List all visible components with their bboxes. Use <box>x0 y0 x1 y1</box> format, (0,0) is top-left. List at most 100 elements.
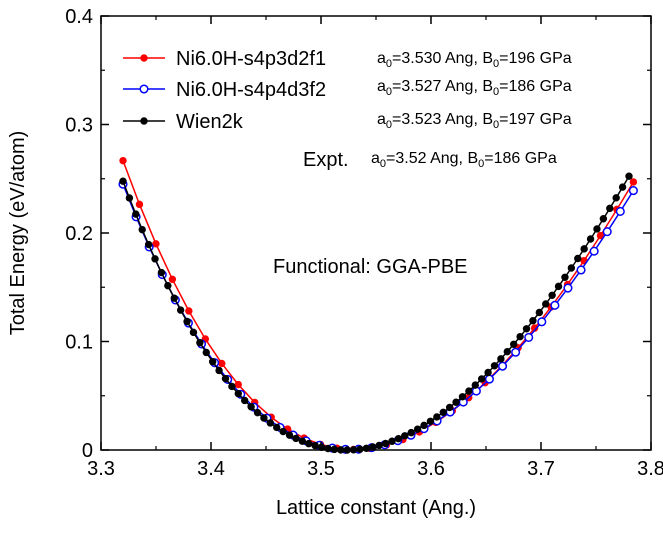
expt-annotation: Expt. a0=3.52 Ang, B0=186 GPa <box>303 149 557 171</box>
data-point <box>266 419 275 427</box>
data-point <box>484 368 492 377</box>
data-point <box>484 374 494 384</box>
data-point <box>593 225 601 233</box>
data-point <box>589 246 599 256</box>
data-point <box>563 283 573 293</box>
data-point <box>497 361 508 371</box>
data-point <box>548 291 556 299</box>
data-point <box>170 294 178 302</box>
data-point <box>445 403 454 412</box>
functional-annotation: Functional: GGA-PBE <box>273 256 468 278</box>
x-tick-label: 3.4 <box>197 458 225 480</box>
data-point <box>164 281 172 290</box>
data-point <box>356 445 364 453</box>
data-point <box>535 308 544 317</box>
data-point <box>202 348 210 357</box>
x-tick-label: 3.7 <box>527 458 555 480</box>
legend-marker-black <box>140 117 148 125</box>
data-point <box>420 421 428 430</box>
data-point <box>524 332 534 343</box>
data-point <box>253 408 262 417</box>
data-point <box>311 441 319 450</box>
data-point <box>471 381 479 389</box>
data-point <box>298 437 307 445</box>
data-point <box>618 183 627 191</box>
data-point <box>497 355 505 363</box>
data-point <box>599 215 608 223</box>
y-tick-label: 0.1 <box>65 332 93 354</box>
data-point <box>152 240 160 248</box>
data-point <box>125 194 134 202</box>
x-tick-label: 3.5 <box>307 458 335 480</box>
expt-params: a0=3.52 Ang, B0=186 GPa <box>371 150 557 170</box>
series-layer <box>118 156 638 454</box>
data-point <box>567 264 576 272</box>
data-point <box>228 382 236 391</box>
data-point <box>602 227 612 237</box>
data-point <box>465 387 473 395</box>
legend-item-black: Wien2k a0=3.523 Ang, B0=197 GPa <box>123 111 572 133</box>
data-point <box>550 300 560 310</box>
data-point <box>629 178 638 186</box>
legend-label-red: Ni6.0H-s4p3d2f1 <box>176 48 326 70</box>
data-point <box>458 393 467 401</box>
data-point <box>522 325 531 333</box>
expt-label: Expt. <box>303 149 349 171</box>
legend-marker-blue <box>139 84 149 94</box>
data-point <box>247 403 255 411</box>
legend: Ni6.0H-s4p3d2f1 a0=3.530 Ang, B0=196 GPa… <box>123 48 572 133</box>
data-point <box>135 200 144 209</box>
data-point <box>185 307 193 315</box>
series-2 <box>119 172 633 454</box>
data-point <box>439 408 447 417</box>
x-tick-label: 3.3 <box>87 458 115 480</box>
legend-item-blue: Ni6.0H-s4p4d3f2 a0=3.527 Ang, B0=186 GPa <box>123 78 572 101</box>
data-point <box>537 317 547 327</box>
data-point <box>413 425 422 433</box>
data-point <box>388 437 396 445</box>
data-point <box>452 398 460 406</box>
legend-item-red: Ni6.0H-s4p3d2f1 a0=3.530 Ang, B0=196 GPa <box>123 48 572 70</box>
series-1 <box>118 179 638 454</box>
data-point <box>510 340 518 348</box>
data-point <box>234 380 242 389</box>
data-point <box>596 231 605 240</box>
data-point <box>542 300 550 308</box>
data-point <box>189 328 198 337</box>
data-point <box>612 194 620 202</box>
data-point <box>215 366 223 375</box>
data-point <box>241 396 249 405</box>
data-point <box>176 306 185 314</box>
data-point <box>196 338 204 347</box>
data-point <box>168 275 177 284</box>
legend-label-black: Wien2k <box>176 111 244 133</box>
series-line <box>122 183 635 451</box>
data-point <box>561 273 569 281</box>
data-point <box>516 332 524 341</box>
y-tick-label: 0.2 <box>65 223 93 245</box>
data-point <box>119 177 127 185</box>
legend-marker-red <box>140 54 148 62</box>
legend-params-black: a0=3.523 Ang, B0=197 GPa <box>377 111 572 131</box>
data-point <box>369 443 377 451</box>
data-point <box>401 432 409 440</box>
data-point <box>394 434 403 443</box>
data-point <box>407 428 415 437</box>
data-point <box>285 431 294 439</box>
legend-label-blue: Ni6.0H-s4p4d3f2 <box>176 79 326 101</box>
series-line <box>122 175 630 451</box>
data-point <box>503 347 511 356</box>
legend-params-red: a0=3.530 Ang, B0=196 GPa <box>377 50 572 70</box>
data-point <box>183 317 191 326</box>
data-point <box>208 358 217 366</box>
data-point <box>157 268 166 277</box>
data-point <box>574 254 582 263</box>
data-point <box>580 245 588 253</box>
data-point <box>628 186 638 196</box>
data-point <box>615 206 625 217</box>
data-point <box>279 427 287 436</box>
legend-params-blue: a0=3.527 Ang, B0=186 GPa <box>377 78 572 98</box>
data-point <box>606 204 614 213</box>
data-point <box>477 375 486 383</box>
